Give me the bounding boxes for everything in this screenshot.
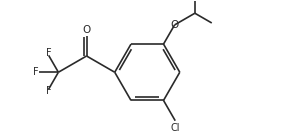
Text: Cl: Cl [171, 123, 180, 133]
Text: F: F [33, 67, 38, 77]
Text: F: F [46, 86, 52, 96]
Text: O: O [82, 25, 91, 34]
Text: O: O [170, 20, 179, 30]
Text: F: F [46, 48, 52, 58]
